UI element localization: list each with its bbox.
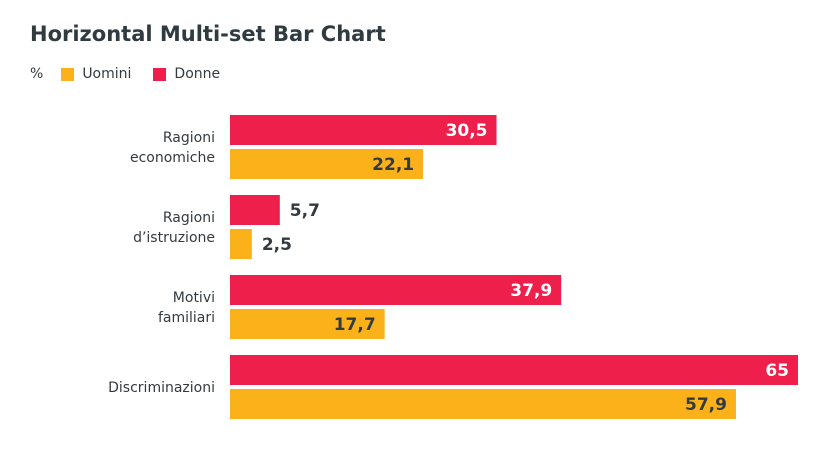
category-label: Discriminazioni xyxy=(108,380,215,396)
category-label-line: Motivi xyxy=(173,290,215,306)
legend-item-uomini: Uomini xyxy=(61,66,131,82)
bar-donne xyxy=(230,275,562,305)
bar-uomini xyxy=(230,389,736,419)
category-label-line: Discriminazioni xyxy=(108,380,215,396)
legend-swatch-uomini xyxy=(61,67,75,81)
chart-title: Horizontal Multi-set Bar Chart xyxy=(30,22,386,46)
category-label: Motivi familiari xyxy=(158,290,215,326)
data-label: 57,9 xyxy=(685,395,727,415)
legend-swatch-donne xyxy=(153,67,167,81)
legend-unit-label: % xyxy=(30,66,44,82)
data-label: 17,7 xyxy=(334,315,376,335)
legend-item-donne: Donne xyxy=(153,66,220,82)
category-label-line: familiari xyxy=(158,310,215,326)
category-label-line: Ragioni xyxy=(163,130,215,146)
category-label-line: d’istruzione xyxy=(133,230,215,246)
bar-uomini xyxy=(230,229,252,259)
bar-donne xyxy=(230,115,497,145)
bar-donne xyxy=(230,355,798,385)
legend: % Uomini Donne xyxy=(30,66,242,82)
data-label: 37,9 xyxy=(510,281,552,301)
data-label: 5,7 xyxy=(290,201,320,221)
data-label: 22,1 xyxy=(372,155,414,175)
bar-donne xyxy=(230,195,280,225)
data-label: 2,5 xyxy=(262,235,292,255)
bar-uomini xyxy=(230,309,385,339)
data-label: 30,5 xyxy=(446,121,488,141)
legend-label-uomini: Uomini xyxy=(82,66,132,82)
legend-label-donne: Donne xyxy=(174,66,221,82)
bar-uomini xyxy=(230,149,424,179)
category-label: Ragioni d’istruzione xyxy=(133,210,215,246)
category-label-line: economiche xyxy=(130,150,215,166)
category-label: Ragioni economiche xyxy=(130,130,215,166)
data-label: 65 xyxy=(765,361,789,381)
category-label-line: Ragioni xyxy=(163,210,215,226)
